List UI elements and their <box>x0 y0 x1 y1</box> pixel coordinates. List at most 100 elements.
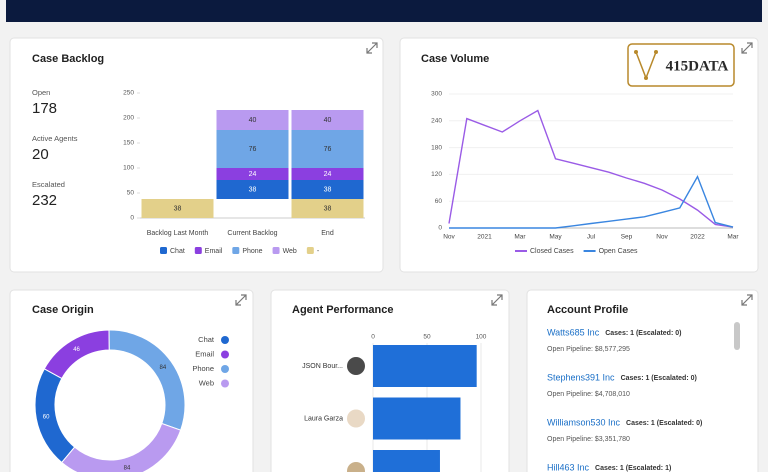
y-tick-label: 0 <box>438 225 442 232</box>
card-title: Agent Performance <box>292 304 393 316</box>
x-tick-label: 50 <box>423 334 431 341</box>
scrollbar[interactable] <box>734 322 740 350</box>
legend-swatch <box>194 247 202 254</box>
legend-swatch <box>160 247 167 254</box>
x-tick-label: 0 <box>371 334 375 341</box>
bar <box>373 397 461 440</box>
x-tick-label: 2022 <box>690 234 705 241</box>
legend-label: Chat <box>198 335 215 344</box>
account-cases: Cases: 1 (Escalated: 0) <box>605 330 681 337</box>
card-title: Case Origin <box>32 304 94 316</box>
expand-icon[interactable] <box>235 294 247 306</box>
bar-segment <box>291 199 364 218</box>
y-tick-label: 250 <box>123 90 134 97</box>
bar-segment <box>216 110 289 130</box>
data-label: 40 <box>249 117 257 124</box>
y-tick-label: 300 <box>431 91 442 98</box>
data-label: 24 <box>324 171 332 178</box>
legend-swatch <box>221 350 229 359</box>
account-name[interactable]: Watts685 Inc <box>547 327 600 337</box>
card <box>9 289 254 472</box>
data-label: 38 <box>249 186 257 193</box>
bar <box>373 450 440 472</box>
card <box>399 37 759 273</box>
x-tick-label: Mar <box>514 234 526 241</box>
bar-segment <box>216 180 289 199</box>
expand-icon[interactable] <box>366 42 378 54</box>
bar <box>373 345 477 387</box>
expand-icon[interactable] <box>491 294 503 306</box>
data-label: 38 <box>324 186 332 193</box>
data-label: 38 <box>174 205 182 212</box>
line-series <box>449 174 734 229</box>
expand-icon[interactable] <box>741 42 753 54</box>
avatar <box>347 462 365 472</box>
bar-segment <box>141 199 214 218</box>
data-label: 24 <box>249 171 257 178</box>
y-tick-label: 100 <box>123 165 134 172</box>
x-tick-label: Backlog Last Month <box>147 230 209 237</box>
kpi-label: Escalated <box>32 180 65 189</box>
agent-name: Laura Garza <box>304 415 343 422</box>
account-cases: Cases: 1 (Escalated: 1) <box>595 465 671 472</box>
legend-label: Phone <box>242 248 262 255</box>
line-series <box>448 109 734 228</box>
legend-label: Phone <box>192 364 214 373</box>
legend-swatch <box>232 247 240 254</box>
y-tick-label: 150 <box>123 140 134 147</box>
account-cases: Cases: 1 (Escalated: 0) <box>626 420 702 427</box>
x-tick-label: Jul <box>587 234 596 241</box>
account-pipeline: Open Pipeline: $8,577,295 <box>547 346 630 353</box>
bar-segment <box>216 130 289 168</box>
bar-segment <box>291 130 364 168</box>
card-title: Account Profile <box>547 304 628 316</box>
account-name[interactable]: Williamson530 Inc <box>547 417 621 427</box>
x-tick-label: Current Backlog <box>227 230 277 237</box>
y-tick-label: 200 <box>123 115 134 122</box>
card-title: Case Backlog <box>32 53 104 65</box>
x-tick-label: Sep <box>621 234 633 241</box>
bar-segment <box>291 168 364 180</box>
x-tick-label: Mar <box>727 234 739 241</box>
legend-label: Email <box>195 349 214 358</box>
bar-segment <box>291 180 364 199</box>
legend-label: Closed Cases <box>530 248 574 255</box>
card <box>9 37 384 273</box>
legend-label: Web <box>283 248 297 255</box>
legend-swatch <box>221 379 229 388</box>
x-tick-label: Nov <box>656 234 668 241</box>
x-tick-label: 100 <box>476 334 487 341</box>
bar-segment <box>291 110 364 130</box>
kpi-value: 232 <box>32 192 57 209</box>
logo-text: 415DATA <box>666 58 729 74</box>
legend-swatch <box>221 336 229 344</box>
kpi-value: 178 <box>32 100 57 117</box>
account-name[interactable]: Hill463 Inc <box>547 462 590 472</box>
data-label: 60 <box>43 415 50 421</box>
account-name[interactable]: Stephens391 Inc <box>547 372 615 382</box>
x-tick-label: End <box>321 230 334 237</box>
x-tick-label: 2021 <box>477 234 492 241</box>
y-tick-label: 180 <box>431 144 442 151</box>
logo: 415DATA <box>627 43 735 87</box>
legend-swatch <box>221 365 229 373</box>
card-title: Case Volume <box>421 53 489 65</box>
y-tick-label: 50 <box>127 190 135 197</box>
kpi-label: Open <box>32 88 50 97</box>
legend-label: Open Cases <box>599 248 638 255</box>
data-label: 38 <box>324 205 332 212</box>
expand-icon[interactable] <box>741 294 753 306</box>
data-label: 76 <box>249 146 257 153</box>
donut-slice <box>61 422 182 472</box>
avatar <box>347 357 365 375</box>
y-tick-label: 60 <box>435 198 443 205</box>
data-label: 84 <box>160 365 167 371</box>
data-label: 84 <box>124 465 131 471</box>
agent-name: JSON Bour... <box>302 363 343 370</box>
legend-label: - <box>317 248 320 255</box>
card <box>526 289 759 472</box>
avatar <box>347 409 365 428</box>
data-label: 46 <box>73 347 80 353</box>
account-pipeline: Open Pipeline: $4,708,010 <box>547 391 630 398</box>
